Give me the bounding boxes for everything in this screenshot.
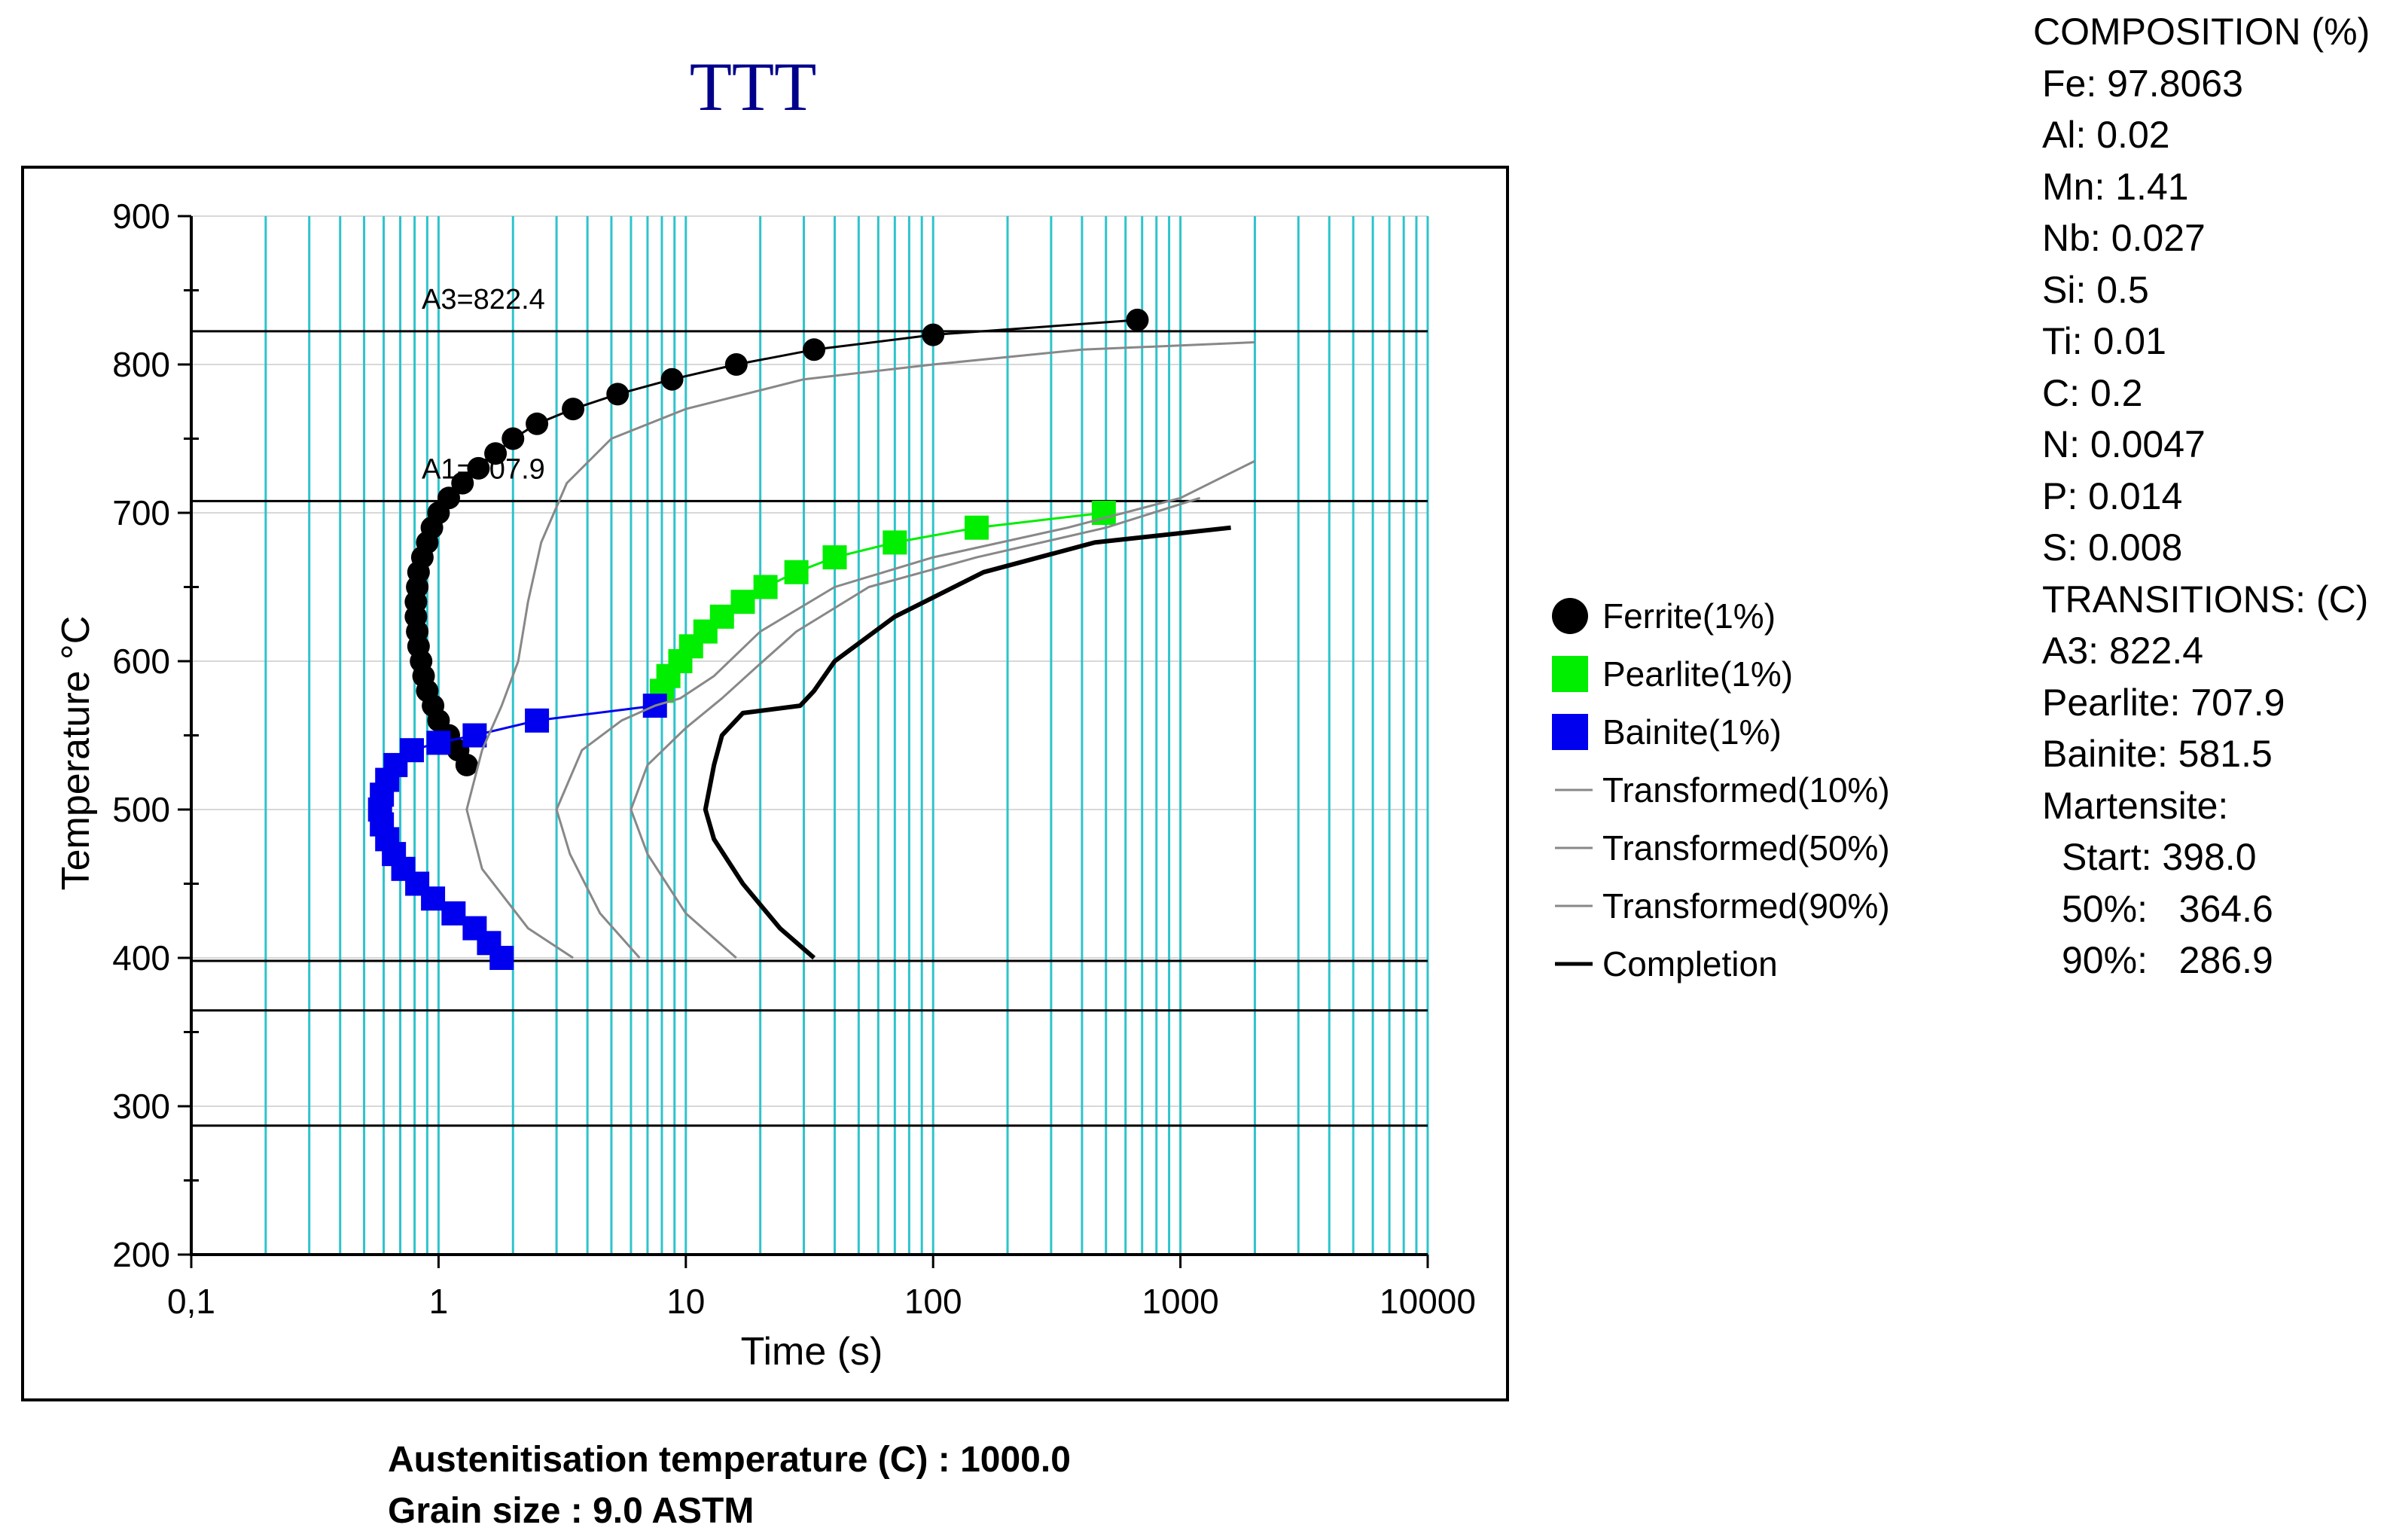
- y-tick-label: 500: [112, 790, 170, 829]
- composition-item: Mn: 1.41: [2042, 165, 2189, 208]
- legend-label: Pearlite(1%): [1602, 654, 1793, 694]
- grain-size: Grain size : 9.0 ASTM: [388, 1491, 755, 1531]
- grid: [190, 215, 1429, 1255]
- composition-item: Si: 0.5: [2042, 268, 2149, 311]
- data-point: [399, 738, 424, 763]
- x-tick-label: 100: [904, 1282, 962, 1321]
- legend-label: Bainite(1%): [1602, 712, 1782, 752]
- data-point: [441, 901, 466, 926]
- legend-label: Ferrite(1%): [1602, 596, 1776, 636]
- data-point: [883, 530, 907, 555]
- data-point: [462, 916, 487, 941]
- legend-marker: [1552, 656, 1588, 692]
- series-layer: [367, 308, 1256, 970]
- x-tick-label: 1000: [1142, 1282, 1218, 1321]
- y-tick-label: 700: [112, 493, 170, 532]
- info-panel: COMPOSITION (%) Fe: 97.8063 Al: 0.02 Mn:…: [2033, 6, 2370, 987]
- series-line: [555, 459, 1256, 959]
- chart-title: TTT: [690, 48, 817, 125]
- legend-label: Transformed(90%): [1602, 886, 1890, 926]
- composition-item: Al: 0.02: [2042, 114, 2170, 156]
- transition-martensite: Martensite:: [2042, 784, 2229, 827]
- data-point: [709, 604, 734, 629]
- transitions-heading: TRANSITIONS: (C): [2042, 578, 2369, 621]
- series-line: [703, 525, 1231, 960]
- y-tick-label: 400: [112, 938, 170, 977]
- data-point: [803, 338, 826, 361]
- data-point: [784, 560, 809, 584]
- data-point: [724, 353, 748, 376]
- y-tick-label: 600: [112, 642, 170, 681]
- composition-item: Nb: 0.027: [2042, 217, 2206, 259]
- legend-label: Transformed(10%): [1602, 770, 1890, 810]
- data-point: [730, 590, 755, 614]
- data-point: [451, 471, 474, 495]
- data-point: [462, 723, 487, 748]
- footer-info: Austenitisation temperature (C) : 1000.0…: [388, 1435, 1071, 1537]
- composition-item: Fe: 97.8063: [2042, 62, 2243, 105]
- data-point: [484, 442, 508, 465]
- x-tick-label: 10: [666, 1282, 705, 1321]
- legend-label: Transformed(50%): [1602, 828, 1890, 868]
- martensite-50: 50%: 364.6: [2062, 887, 2273, 930]
- data-point: [502, 427, 525, 450]
- legend: Ferrite(1%) Pearlite(1%) Bainite(1%) Transf…: [1552, 596, 1890, 983]
- series-line: [630, 496, 1201, 959]
- composition-item: S: 0.008: [2042, 526, 2183, 569]
- data-point: [965, 515, 989, 540]
- composition-item: C: 0.2: [2042, 371, 2143, 414]
- reference-line-label: A3=822.4: [422, 284, 545, 316]
- data-point: [426, 730, 451, 755]
- austenitisation-temperature: Austenitisation temperature (C) : 1000.0: [388, 1440, 1071, 1480]
- martensite-90: 90%: 286.9: [2062, 939, 2273, 981]
- data-point: [922, 323, 945, 346]
- y-tick-label: 900: [112, 197, 170, 236]
- composition-item: Ti: 0.01: [2042, 320, 2166, 362]
- data-point: [467, 456, 490, 480]
- martensite-start: Start: 398.0: [2062, 836, 2257, 878]
- transition-bainite: Bainite: 581.5: [2042, 733, 2273, 775]
- data-point: [1126, 308, 1149, 331]
- chart-frame: [21, 166, 1509, 1401]
- data-point: [525, 708, 550, 733]
- y-axis-label: Temperature °C: [54, 616, 98, 891]
- y-tick-label: 300: [112, 1087, 170, 1126]
- legend-marker: [1552, 714, 1588, 750]
- x-tick-label: 0,1: [167, 1282, 215, 1321]
- data-point: [562, 398, 585, 421]
- transition-pearlite: Pearlite: 707.9: [2042, 681, 2285, 724]
- transition-a3: A3: 822.4: [2042, 630, 2204, 672]
- data-point: [822, 545, 847, 570]
- composition-item: P: 0.014: [2042, 474, 2183, 517]
- x-tick-label: 1: [429, 1282, 449, 1321]
- legend-label: Completion: [1602, 944, 1778, 983]
- y-tick-label: 200: [112, 1235, 170, 1274]
- axes: 200 300 400 500 600 700 800 900 0,1 1 10 100 1000 100…: [112, 197, 1476, 1321]
- composition-item: N: 0.0047: [2042, 423, 2206, 465]
- data-point: [753, 575, 778, 599]
- y-tick-label: 800: [112, 345, 170, 384]
- legend-marker: [1552, 598, 1588, 634]
- x-tick-label: 10000: [1380, 1282, 1476, 1321]
- data-point: [606, 383, 630, 406]
- data-point: [660, 367, 684, 391]
- composition-heading: COMPOSITION (%): [2033, 11, 2370, 53]
- data-point: [437, 486, 460, 510]
- x-axis-label: Time (s): [741, 1330, 883, 1374]
- data-point: [526, 412, 549, 435]
- series-line: [465, 341, 1255, 959]
